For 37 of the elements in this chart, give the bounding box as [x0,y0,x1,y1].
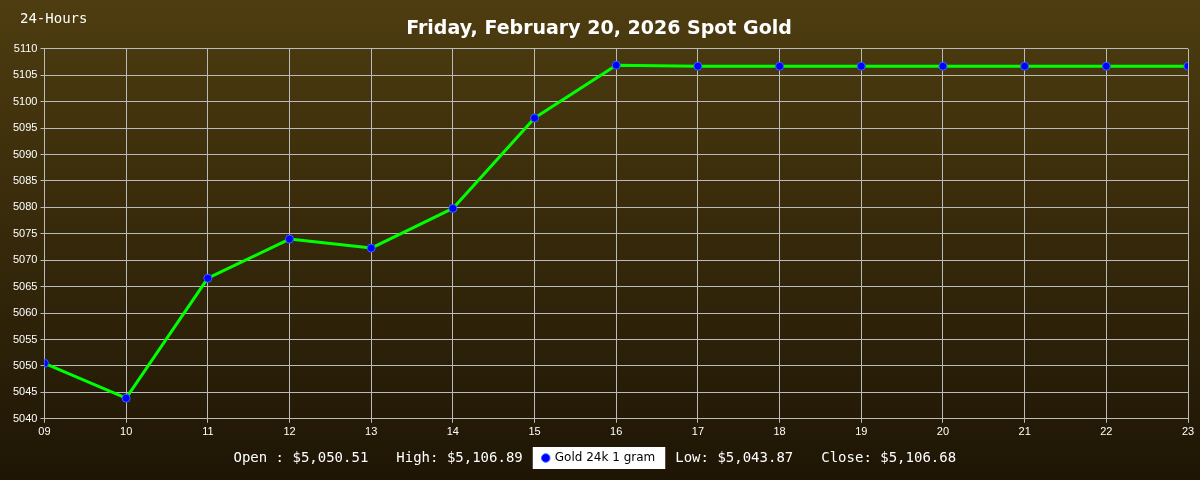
x-tick-label: 12 [283,425,296,438]
x-tick-label: 20 [936,425,950,438]
y-tick-label: 5085 [12,173,38,186]
text: Open : $5,050.51 [233,448,369,465]
x-tick-label: 16 [610,425,623,438]
y-tick-label: 5105 [12,68,38,81]
x-tick-label: 10 [120,425,133,438]
text: Low: $5,043.87 [675,448,794,465]
y-tick-label: 5110 [13,41,38,54]
y-tick-label: 5080 [12,200,38,213]
x-tick-label: 14 [446,425,459,438]
text: Close: $5,106.68 [821,448,957,465]
y-tick-label: 5075 [12,226,38,239]
text: High: $5,106.89 [396,448,523,465]
x-tick-label: 19 [855,425,868,438]
y-tick-label: 5090 [12,147,38,160]
x-tick-label: 22 [1100,425,1113,438]
y-tick-label: 5060 [12,306,38,319]
x-tick-label: 09 [38,425,51,438]
y-tick-label: 5055 [12,332,38,345]
y-tick-label: 5050 [12,358,38,371]
y-tick-label: 5045 [12,385,38,398]
x-tick-label: 21 [1018,425,1031,438]
x-tick-label: 17 [691,425,705,438]
x-tick-label: 15 [528,425,541,438]
x-tick-label: 13 [365,425,378,438]
x-tick-label: 23 [1181,425,1195,438]
chart-title: Friday, February 20, 2026 Spot Gold [406,16,792,39]
y-tick-label: 5065 [12,279,38,292]
text: 24-Hours [20,9,88,26]
legend-label: Gold 24k 1 gram [554,450,656,465]
x-tick-label: 18 [773,425,786,438]
y-tick-label: 5040 [12,411,38,424]
y-tick-label: 5100 [12,94,38,107]
y-tick-label: 5070 [12,253,38,266]
y-tick-label: 5095 [12,121,38,134]
x-tick-label: 11 [202,425,214,438]
